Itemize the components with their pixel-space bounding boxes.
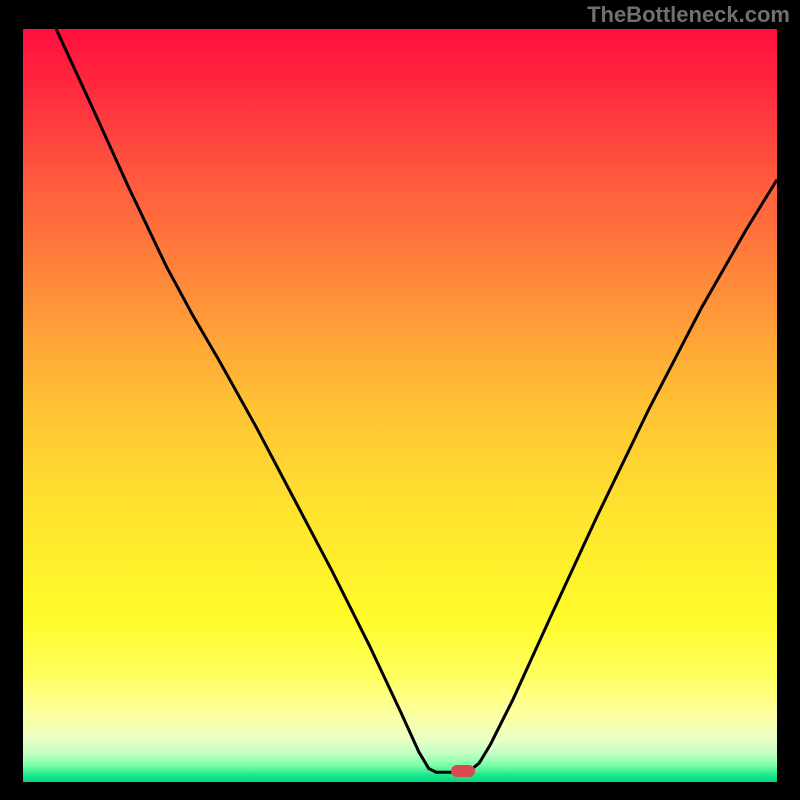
plot-area <box>23 29 777 782</box>
optimal-marker <box>451 765 475 777</box>
watermark-text: TheBottleneck.com <box>587 2 790 28</box>
curve-path <box>56 29 777 772</box>
bottleneck-curve <box>23 29 777 782</box>
